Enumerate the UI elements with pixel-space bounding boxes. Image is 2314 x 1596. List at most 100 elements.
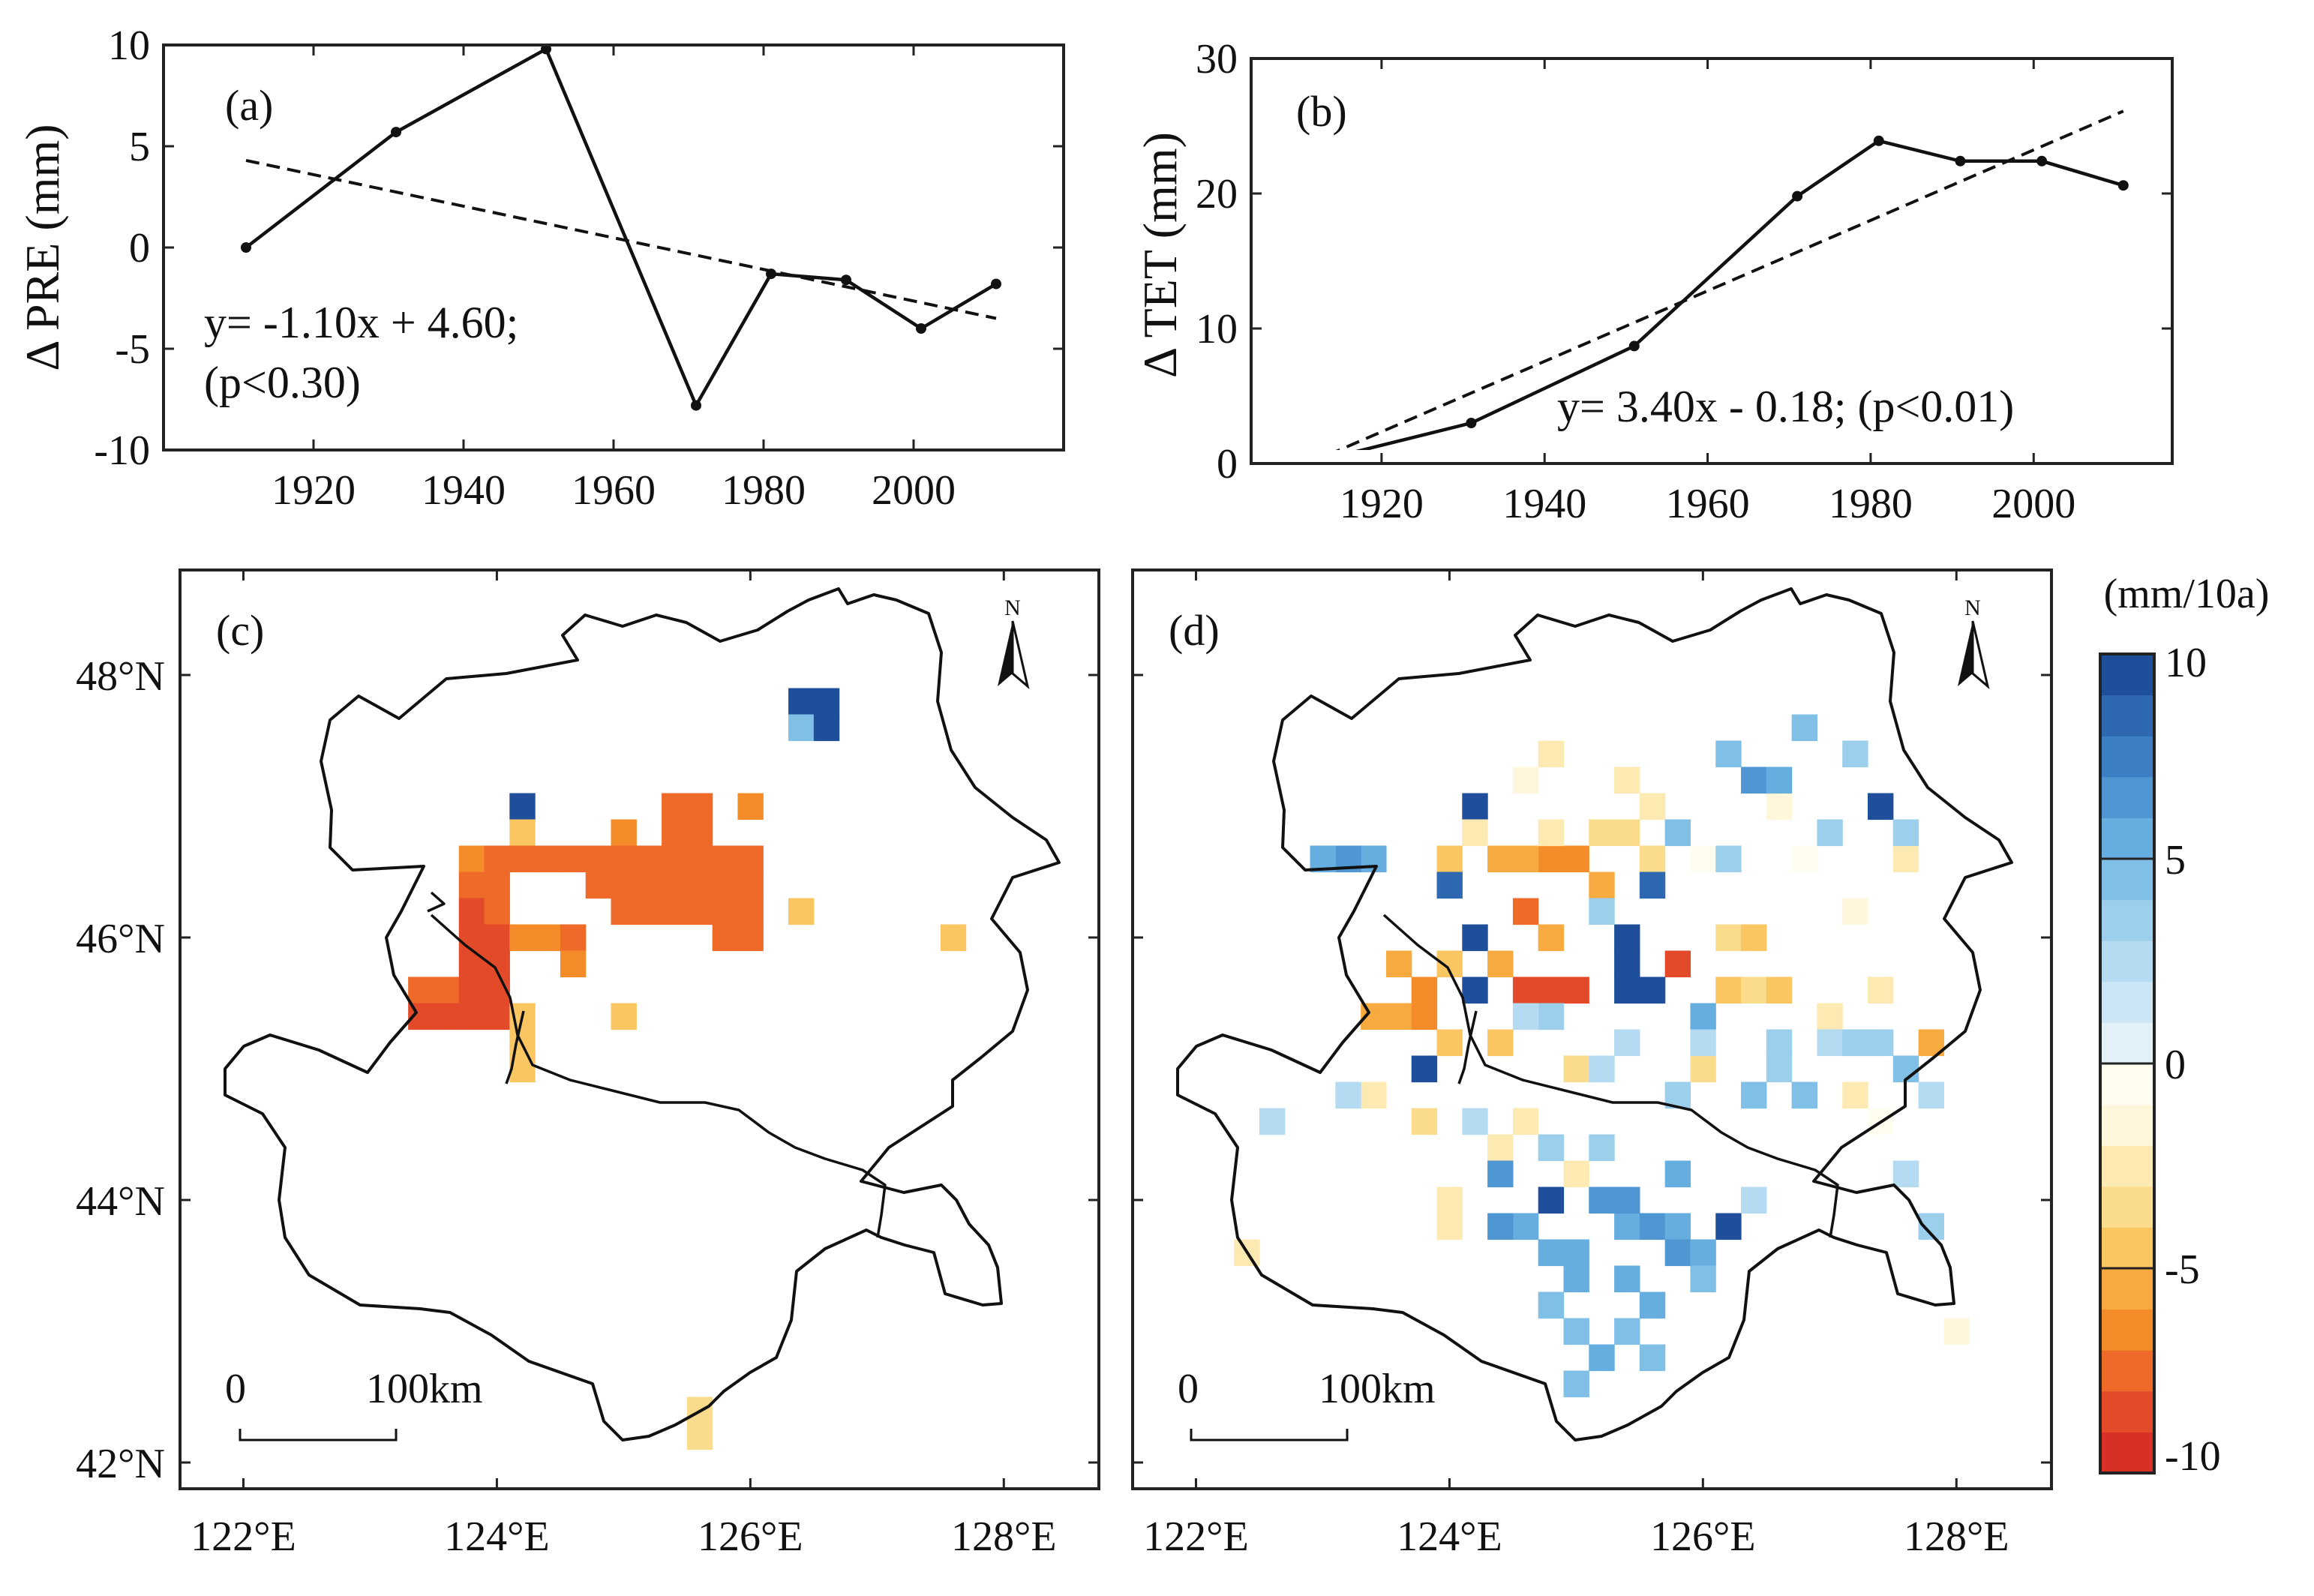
grid-cell: [611, 872, 637, 899]
lon-tick-label: 124°E: [1397, 1514, 1502, 1560]
colorbar-swatch: [2100, 1390, 2154, 1432]
grid-cell: [940, 924, 967, 952]
grid-cell: [458, 872, 485, 899]
grid-cell: [1892, 845, 1919, 873]
grid-cell: [1589, 872, 1615, 899]
grid-cell: [1538, 1239, 1565, 1267]
data-point: [1628, 340, 1640, 352]
grid-cell: [1436, 1186, 1463, 1214]
grid-cell: [611, 845, 637, 873]
panel-c-scale-end: 100km: [366, 1366, 483, 1412]
y-tick-label: 0: [1217, 441, 1238, 488]
x-tick-label: 1920: [272, 467, 356, 514]
panel-c-north-label: N: [1004, 596, 1021, 620]
grid-cell: [1436, 1213, 1463, 1240]
grid-cell: [1715, 740, 1742, 768]
colorbar-swatch: [2100, 981, 2154, 1023]
grid-cell: [1766, 1029, 1793, 1057]
lon-tick-label: 122°E: [191, 1514, 296, 1560]
panel-b-label: (b): [1296, 87, 1347, 136]
grid-cell: [1259, 1108, 1286, 1136]
grid-cell: [1715, 924, 1742, 952]
colorbar-swatch: [2100, 1145, 2154, 1187]
grid-cell: [433, 976, 460, 1004]
grid-cell: [1766, 1055, 1793, 1083]
panel-d-scale-bar: 0 100km: [1178, 1366, 1436, 1442]
panel-d-map: 122°E 124°E 126°E 128°E (d) N 0 100km: [1131, 568, 2053, 1560]
grid-cell: [737, 845, 764, 873]
colorbar-tick-label: 10: [2165, 640, 2207, 686]
colorbar-swatch: [2100, 1432, 2154, 1474]
grid-cell: [585, 872, 612, 899]
x-tick-label: 1940: [422, 467, 506, 514]
grid-cell: [509, 845, 536, 873]
grid-cell: [737, 872, 764, 899]
grid-cell: [1512, 845, 1539, 873]
grid-cell: [560, 950, 587, 978]
colorbar-swatch: [2100, 1227, 2154, 1269]
grid-cell: [1690, 1239, 1716, 1267]
grid-cell: [433, 1003, 460, 1030]
grid-cell: [1639, 976, 1666, 1004]
colorbar-swatch: [2100, 818, 2154, 860]
grid-cell: [1741, 1186, 1767, 1214]
grid-cell: [1436, 1029, 1463, 1057]
panel-d-basin-boundary: [1176, 587, 2013, 1442]
grid-cell: [1664, 1213, 1691, 1240]
y-tick-label: 10: [1196, 306, 1238, 352]
colorbar-tick-label: -5: [2165, 1246, 2200, 1293]
panel-d-scale-start: 0: [1178, 1366, 1199, 1412]
colorbar-swatch: [2100, 694, 2154, 736]
colorbar-swatch: [2100, 1064, 2154, 1106]
grid-cell: [788, 714, 815, 742]
grid-cell: [1639, 1292, 1666, 1319]
grid-cell: [1563, 1265, 1589, 1293]
trend-line: [245, 158, 997, 320]
grid-cell: [611, 1003, 637, 1030]
colorbar-swatch: [2100, 859, 2154, 901]
colorbar-swatch: [2100, 940, 2154, 982]
grid-cell: [1639, 1344, 1666, 1372]
grid-cell: [1715, 845, 1742, 873]
grid-cell: [1766, 793, 1793, 820]
north-arrow-outline-icon: [1011, 620, 1030, 690]
panel-d-north-label: N: [1964, 596, 1981, 620]
grid-cell: [686, 872, 713, 899]
grid-cell: [535, 924, 561, 952]
data-point: [2036, 155, 2048, 166]
grid-cell: [1614, 950, 1640, 978]
colorbar-swatch: [2100, 1268, 2154, 1310]
grid-cell: [1589, 1134, 1615, 1162]
grid-cell: [1614, 1265, 1640, 1293]
grid-cell: [712, 924, 739, 952]
panel-a-equation: y= -1.10x + 4.60;: [204, 298, 518, 347]
grid-cell: [484, 872, 510, 899]
grid-cell: [585, 845, 612, 873]
grid-cell: [1868, 1029, 1894, 1057]
panel-b-equation: y= 3.40x - 0.18; (p<0.01): [1557, 382, 2014, 431]
lon-tick-label: 126°E: [698, 1514, 803, 1560]
lon-tick-label: 128°E: [951, 1514, 1057, 1560]
grid-cell: [1690, 1265, 1716, 1293]
grid-cell: [737, 924, 764, 952]
grid-cell: [1589, 1055, 1615, 1083]
y-tick-label: 20: [1196, 171, 1238, 218]
colorbar-swatch: [2100, 1186, 2154, 1228]
grid-cell: [458, 898, 485, 926]
grid-cell: [712, 898, 739, 926]
panel-d-scale-end: 100km: [1319, 1366, 1436, 1412]
grid-cell: [1563, 1160, 1589, 1188]
grid-cell: [458, 924, 485, 952]
grid-cell: [1512, 898, 1539, 926]
grid-cell: [662, 819, 688, 847]
grid-cell: [1791, 845, 1818, 873]
grid-cell: [1614, 924, 1640, 952]
grid-cell: [662, 845, 688, 873]
data-point: [241, 242, 251, 253]
grid-cell: [1791, 1082, 1818, 1109]
y-tick-label: 5: [129, 124, 150, 170]
y-tick-label: -5: [115, 326, 150, 373]
grid-cell: [1741, 766, 1767, 794]
north-arrow-icon: [1958, 621, 1973, 686]
